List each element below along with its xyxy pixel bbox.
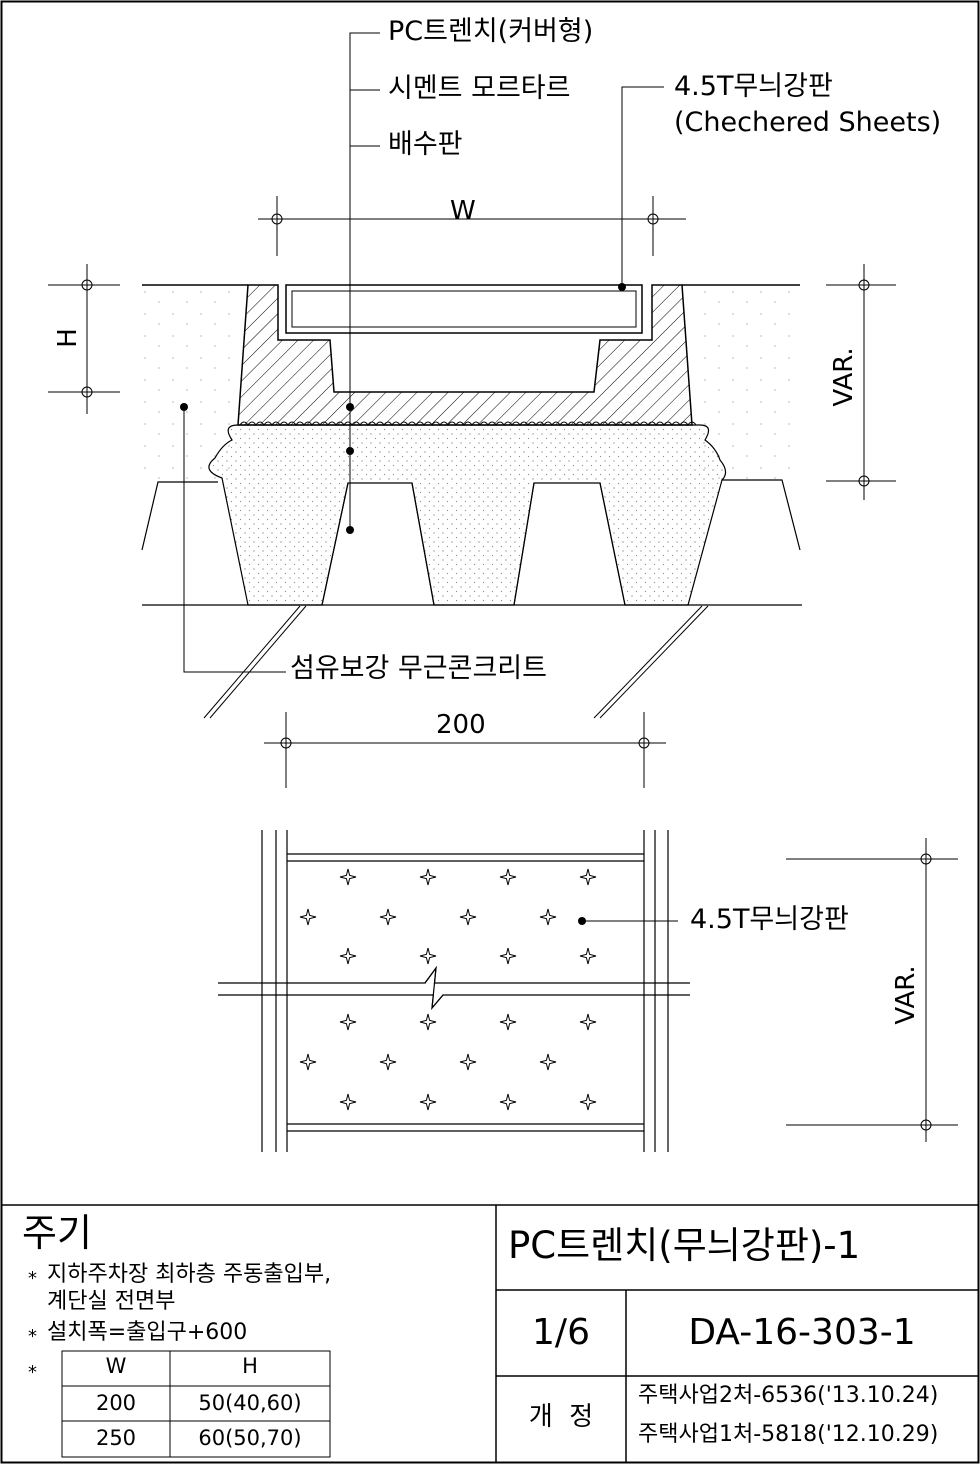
checkered-pattern — [299, 868, 597, 1111]
note-line-3: 설치폭=출입구+600 — [47, 1320, 248, 1345]
checkered-star-mark — [499, 1093, 517, 1111]
checkered-star-mark — [419, 868, 437, 886]
leader-dot-pc-trench — [346, 403, 354, 411]
break-line-a — [203, 605, 301, 719]
checkered-star-mark — [299, 908, 317, 926]
table-header-h: H — [242, 1354, 258, 1378]
leader-lines — [183, 32, 664, 673]
checkered-star-mark — [579, 868, 597, 886]
pc-trench-body — [237, 284, 693, 426]
table-header-w: W — [105, 1354, 127, 1378]
dimension-var-plan — [786, 838, 958, 1142]
sheet-number: 1/6 — [532, 1312, 590, 1353]
section-view — [48, 32, 896, 788]
drawing-title: PC트렌치(무늬강판)-1 — [508, 1224, 861, 1267]
checkered-star-mark — [499, 947, 517, 965]
break-line-b — [209, 605, 307, 719]
checkered-star-mark — [299, 1053, 317, 1071]
revision-entry-1: 주택사업2처-6536('13.10.24) — [638, 1383, 939, 1408]
checkered-star-mark — [339, 947, 357, 965]
cover-plate — [285, 284, 643, 334]
drain-board — [141, 479, 802, 606]
plan-leader-dot — [578, 917, 586, 925]
leader-dot-plate — [618, 283, 626, 291]
height-label: H — [53, 328, 83, 348]
note-bullet-1: * — [28, 1268, 37, 1289]
checkered-star-mark — [459, 908, 477, 926]
label-checkered-plate: 4.5T무늬강판 — [674, 71, 833, 102]
checkered-star-mark — [339, 868, 357, 886]
checkered-star-mark — [579, 947, 597, 965]
plan-view — [218, 830, 958, 1152]
checkered-star-mark — [419, 947, 437, 965]
checkered-star-mark — [339, 1093, 357, 1111]
break-zigzag — [424, 965, 444, 1010]
checkered-star-mark — [379, 1053, 397, 1071]
revision-entry-2: 주택사업1처-5818('12.10.29) — [638, 1422, 939, 1447]
label-drain-board: 배수판 — [388, 129, 463, 160]
dimension-base — [264, 712, 666, 788]
label-cement-mortar: 시멘트 모르타르 — [388, 73, 571, 104]
title-block-frame — [2, 1204, 978, 1462]
checkered-star-mark — [459, 1053, 477, 1071]
note-line-2: 계단실 전면부 — [47, 1289, 176, 1314]
table-cell-h-2: 60(50,70) — [198, 1426, 302, 1450]
notes-title: 주기 — [22, 1211, 92, 1255]
dimension-h — [48, 264, 120, 414]
label-fiber-concrete: 섬유보강 무근콘크리트 — [290, 653, 547, 684]
checkered-star-mark — [339, 1013, 357, 1031]
width-label: W — [450, 196, 476, 226]
spec-table-frame — [61, 1350, 331, 1458]
checkered-star-mark — [499, 868, 517, 886]
plan-label-checkered-plate: 4.5T무늬강판 — [690, 904, 849, 935]
drawing-number: DA-16-303-1 — [688, 1312, 916, 1353]
var-label-plan: VAR. — [891, 965, 921, 1024]
note-bullet-2: * — [28, 1326, 37, 1347]
leader-dot-concrete — [180, 403, 188, 411]
leader-dot-mortar — [346, 447, 354, 455]
checkered-star-mark — [579, 1013, 597, 1031]
break-line-c — [593, 605, 703, 719]
base-width-label: 200 — [436, 710, 486, 740]
table-cell-h-1: 50(40,60) — [198, 1391, 302, 1415]
label-pc-trench: PC트렌치(커버형) — [388, 16, 594, 47]
break-gap — [418, 984, 448, 994]
checkered-star-mark — [499, 1013, 517, 1031]
checkered-star-mark — [379, 908, 397, 926]
label-checkered-plate-en: (Chechered Sheets) — [674, 107, 942, 138]
checkered-star-mark — [419, 1093, 437, 1111]
break-line-d — [599, 605, 709, 719]
table-cell-w-2: 250 — [95, 1426, 137, 1450]
checkered-star-mark — [579, 1093, 597, 1111]
var-label-section: VAR. — [829, 347, 859, 406]
leader-dot-drain-board — [346, 526, 354, 534]
note-line-1: 지하주차장 최하층 주동출입부, — [47, 1262, 332, 1287]
table-cell-w-1: 200 — [95, 1391, 137, 1415]
revision-label: 개 정 — [528, 1402, 594, 1432]
plan-frame — [218, 830, 690, 1152]
cover-plate-inner — [291, 290, 637, 328]
checkered-star-mark — [539, 908, 557, 926]
dimension-var-section — [826, 264, 896, 500]
checkered-star-mark — [419, 1013, 437, 1031]
note-bullet-3: * — [28, 1362, 37, 1383]
fiber-concrete-base — [208, 424, 727, 606]
dimension-w — [258, 196, 686, 256]
checkered-star-mark — [539, 1053, 557, 1071]
